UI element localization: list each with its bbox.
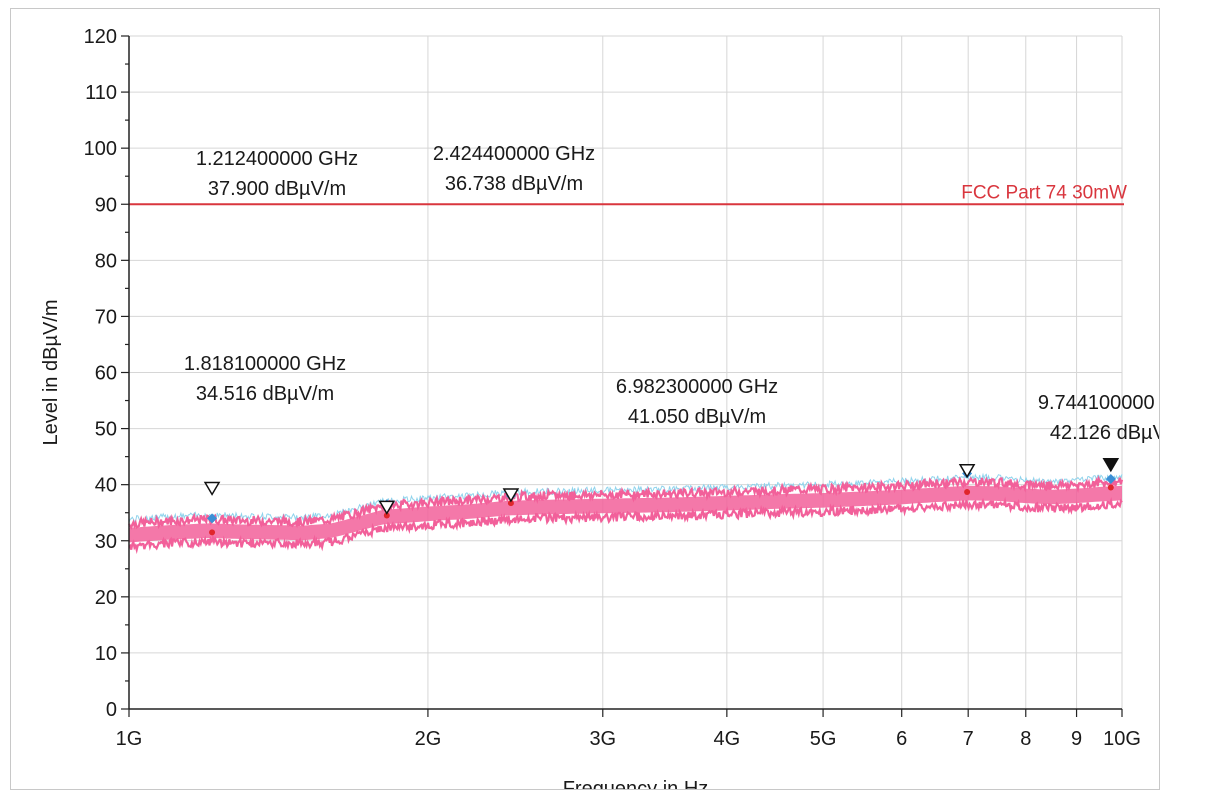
series-band <box>129 485 1122 543</box>
x-tick-label: 3G <box>589 728 616 750</box>
quasi-peak-dot <box>1107 484 1114 491</box>
marker-triangle <box>958 464 976 479</box>
marker-level-label: 34.516 dBµV/m <box>196 383 334 405</box>
y-tick-label: 0 <box>106 699 117 721</box>
marker-level-label: 42.126 dBµV/m <box>1050 422 1159 444</box>
marker-frequency-label: 2.424400000 GHz <box>433 143 595 165</box>
quasi-peak-dot <box>209 529 216 536</box>
x-tick-label: 5G <box>810 728 837 750</box>
marker-level-label: 36.738 dBµV/m <box>445 173 583 195</box>
x-tick-label: 6 <box>896 728 907 750</box>
marker-frequency-label: 1.212400000 GHz <box>196 148 358 170</box>
chart-canvas: FCC Part 74 30mW 1.212400000 GHz 37.900 d… <box>40 26 1159 789</box>
series-trace-lower <box>128 496 1123 555</box>
y-tick-label: 90 <box>95 194 117 216</box>
x-tick-label: 7 <box>963 728 974 750</box>
x-tick-label: 2G <box>415 728 442 750</box>
series-trace-peak <box>128 472 1123 523</box>
marker-triangle <box>1102 457 1120 473</box>
limit-line-layer: FCC Part 74 30mW <box>129 182 1127 206</box>
x-tick-label: 4G <box>714 728 741 750</box>
x-tick-label: 8 <box>1020 728 1031 750</box>
x-tick-label: 9 <box>1071 728 1082 750</box>
x-axis-title: Frequency in Hz <box>563 778 709 789</box>
y-tick-label: 10 <box>95 643 117 665</box>
y-tick-label: 40 <box>95 475 117 497</box>
marker-level-label: 41.050 dBµV/m <box>628 406 766 428</box>
axes: 0 10 20 30 40 50 60 70 80 90 100 110 120 1G 2G 3G 4G 5G 6 7… <box>84 26 1141 750</box>
y-tick-label: 60 <box>95 363 117 385</box>
marker-triangle <box>502 488 520 503</box>
quasi-peak-dot <box>964 488 971 495</box>
y-tick-label: 20 <box>95 587 117 609</box>
peak-diamond <box>207 513 218 524</box>
y-tick-label: 120 <box>84 26 117 48</box>
marker-frequency-label: 9.744100000 GHz <box>1038 392 1159 414</box>
quasi-peak-dot <box>507 500 514 507</box>
marker-frequency-label: 1.818100000 GHz <box>184 353 346 375</box>
y-axis-title: Level in dBµV/m <box>40 299 62 445</box>
y-tick-label: 70 <box>95 306 117 328</box>
limit-line-label: FCC Part 74 30mW <box>961 182 1127 203</box>
quasi-peak-dot <box>383 512 390 519</box>
series-layer <box>128 472 1124 555</box>
y-tick-label: 50 <box>95 419 117 441</box>
series-trace-upper <box>128 474 1124 530</box>
marker-triangle <box>378 500 396 515</box>
y-tick-label: 110 <box>85 82 117 104</box>
peak-diamond <box>1105 474 1116 485</box>
marker-level-label: 37.900 dBµV/m <box>208 178 346 200</box>
marker-triangle <box>203 481 221 496</box>
x-tick-label: 1G <box>116 728 143 750</box>
y-tick-label: 80 <box>95 250 117 272</box>
y-tick-label: 30 <box>95 531 117 553</box>
y-tick-label: 100 <box>84 138 117 160</box>
marker-layer: 1.212400000 GHz 37.900 dBµV/m 1.818100000 … <box>184 143 1159 515</box>
marker-frequency-label: 6.982300000 GHz <box>616 376 778 398</box>
chart-frame: FCC Part 74 30mW 1.212400000 GHz 37.900 d… <box>10 8 1160 790</box>
x-tick-label: 10G <box>1103 728 1141 750</box>
